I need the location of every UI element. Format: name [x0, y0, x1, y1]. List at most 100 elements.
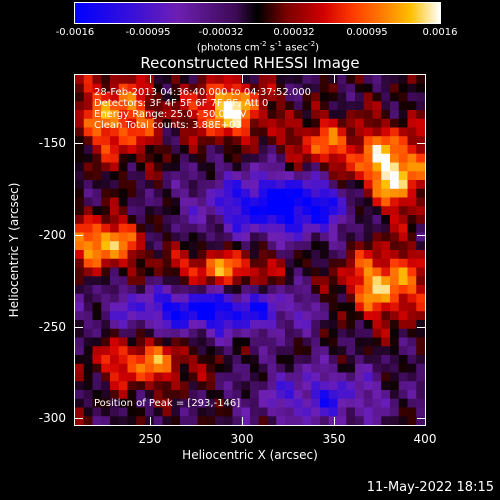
heatmap-cell	[320, 162, 330, 172]
heatmap-cell	[337, 258, 347, 269]
heatmap-cell	[250, 215, 260, 225]
heatmap-cell	[171, 153, 181, 164]
heatmap-cell	[293, 285, 304, 295]
heatmap-cell	[276, 355, 286, 365]
heatmap-cell	[267, 346, 277, 356]
heatmap-cell	[232, 267, 242, 277]
heatmap-cell	[407, 188, 417, 199]
heatmap-cell	[381, 320, 391, 330]
heatmap-cell	[241, 127, 251, 137]
heatmap-cell	[241, 390, 251, 400]
heatmap-cell	[118, 328, 129, 339]
heatmap-cell	[188, 355, 199, 365]
heatmap-cell	[145, 381, 155, 391]
heatmap-cell	[381, 276, 391, 286]
heatmap-cell	[127, 416, 137, 425]
heatmap-cell	[127, 145, 137, 155]
heatmap-cell	[276, 267, 286, 277]
heatmap-cell	[302, 241, 312, 251]
heatmap-cell	[355, 101, 365, 111]
heatmap-cell	[276, 328, 286, 339]
heatmap-cell	[232, 232, 242, 242]
heatmap-cell	[381, 241, 391, 251]
heatmap-cell	[136, 206, 146, 216]
heatmap-cell	[346, 407, 356, 417]
heatmap-cell	[188, 92, 199, 102]
heatmap-cell	[145, 180, 155, 190]
heatmap-cell	[110, 276, 120, 286]
heatmap-cell	[407, 118, 417, 129]
heatmap-cell	[206, 127, 216, 137]
heatmap-cell	[206, 372, 216, 382]
heatmap-cell	[232, 250, 242, 260]
heatmap-cell	[363, 162, 374, 172]
heatmap-cell	[285, 180, 295, 190]
heatmap-cell	[110, 145, 120, 155]
heatmap-cell	[337, 197, 347, 207]
heatmap-cell	[337, 180, 347, 190]
heatmap-cell	[110, 337, 120, 347]
heatmap-cell	[215, 101, 225, 111]
heatmap-cell	[127, 153, 137, 164]
heatmap-cell	[302, 355, 312, 365]
heatmap-cell	[398, 206, 409, 216]
heatmap-cell	[267, 215, 277, 225]
heatmap-cell	[180, 250, 190, 260]
heatmap-cell	[390, 285, 400, 295]
heatmap-cell	[267, 92, 277, 102]
heatmap-cell	[258, 320, 269, 330]
heatmap-cell	[145, 276, 155, 286]
heatmap-cell	[241, 136, 251, 146]
heatmap-cell	[337, 232, 347, 242]
heatmap-cell	[267, 328, 277, 339]
heatmap-cell	[337, 162, 347, 172]
heatmap-cell	[355, 390, 365, 400]
heatmap-cell	[136, 162, 146, 172]
rhessi-image-plot[interactable]	[74, 74, 426, 426]
heatmap-cell	[267, 223, 277, 234]
heatmap-cell	[293, 302, 304, 312]
heatmap-cell	[118, 390, 129, 400]
heatmap-cell	[83, 127, 94, 137]
heatmap-cell	[215, 250, 225, 260]
heatmap-cell	[75, 171, 85, 181]
heatmap-cell	[92, 337, 102, 347]
heatmap-cell	[372, 372, 382, 382]
heatmap-cell	[311, 311, 321, 321]
heatmap-cell	[110, 101, 120, 111]
heatmap-cell	[241, 215, 251, 225]
heatmap-cell	[223, 188, 234, 199]
heatmap-cell	[328, 223, 339, 234]
heatmap-cell	[398, 390, 409, 400]
heatmap-cell	[162, 118, 172, 129]
heatmap-cell	[293, 346, 304, 356]
heatmap-cell	[83, 215, 94, 225]
heatmap-cell	[372, 381, 382, 391]
heatmap-cell	[398, 416, 409, 425]
heatmap-cell	[337, 372, 347, 382]
heatmap-cell	[390, 398, 400, 409]
heatmap-cell	[101, 416, 111, 425]
heatmap-cell	[171, 302, 181, 312]
heatmap-cell	[293, 153, 304, 164]
heatmap-cell	[83, 153, 94, 164]
heatmap-cell	[215, 267, 225, 277]
heatmap-cell	[320, 258, 330, 269]
heatmap-cell	[398, 127, 409, 137]
heatmap-cell	[206, 416, 216, 425]
heatmap-cell	[363, 241, 374, 251]
heatmap-cell	[110, 153, 120, 164]
heatmap-cell	[75, 346, 85, 356]
heatmap-cell	[311, 355, 321, 365]
heatmap-cell	[363, 398, 374, 409]
heatmap-cell	[267, 381, 277, 391]
heatmap-cell	[355, 363, 365, 374]
heatmap-cell	[232, 206, 242, 216]
heatmap-cell	[320, 302, 330, 312]
heatmap-cell	[83, 223, 94, 234]
heatmap-cell	[188, 188, 199, 199]
heatmap-cell	[75, 363, 85, 374]
heatmap-cell	[320, 337, 330, 347]
heatmap-cell	[320, 328, 330, 339]
heatmap-cell	[381, 145, 391, 155]
